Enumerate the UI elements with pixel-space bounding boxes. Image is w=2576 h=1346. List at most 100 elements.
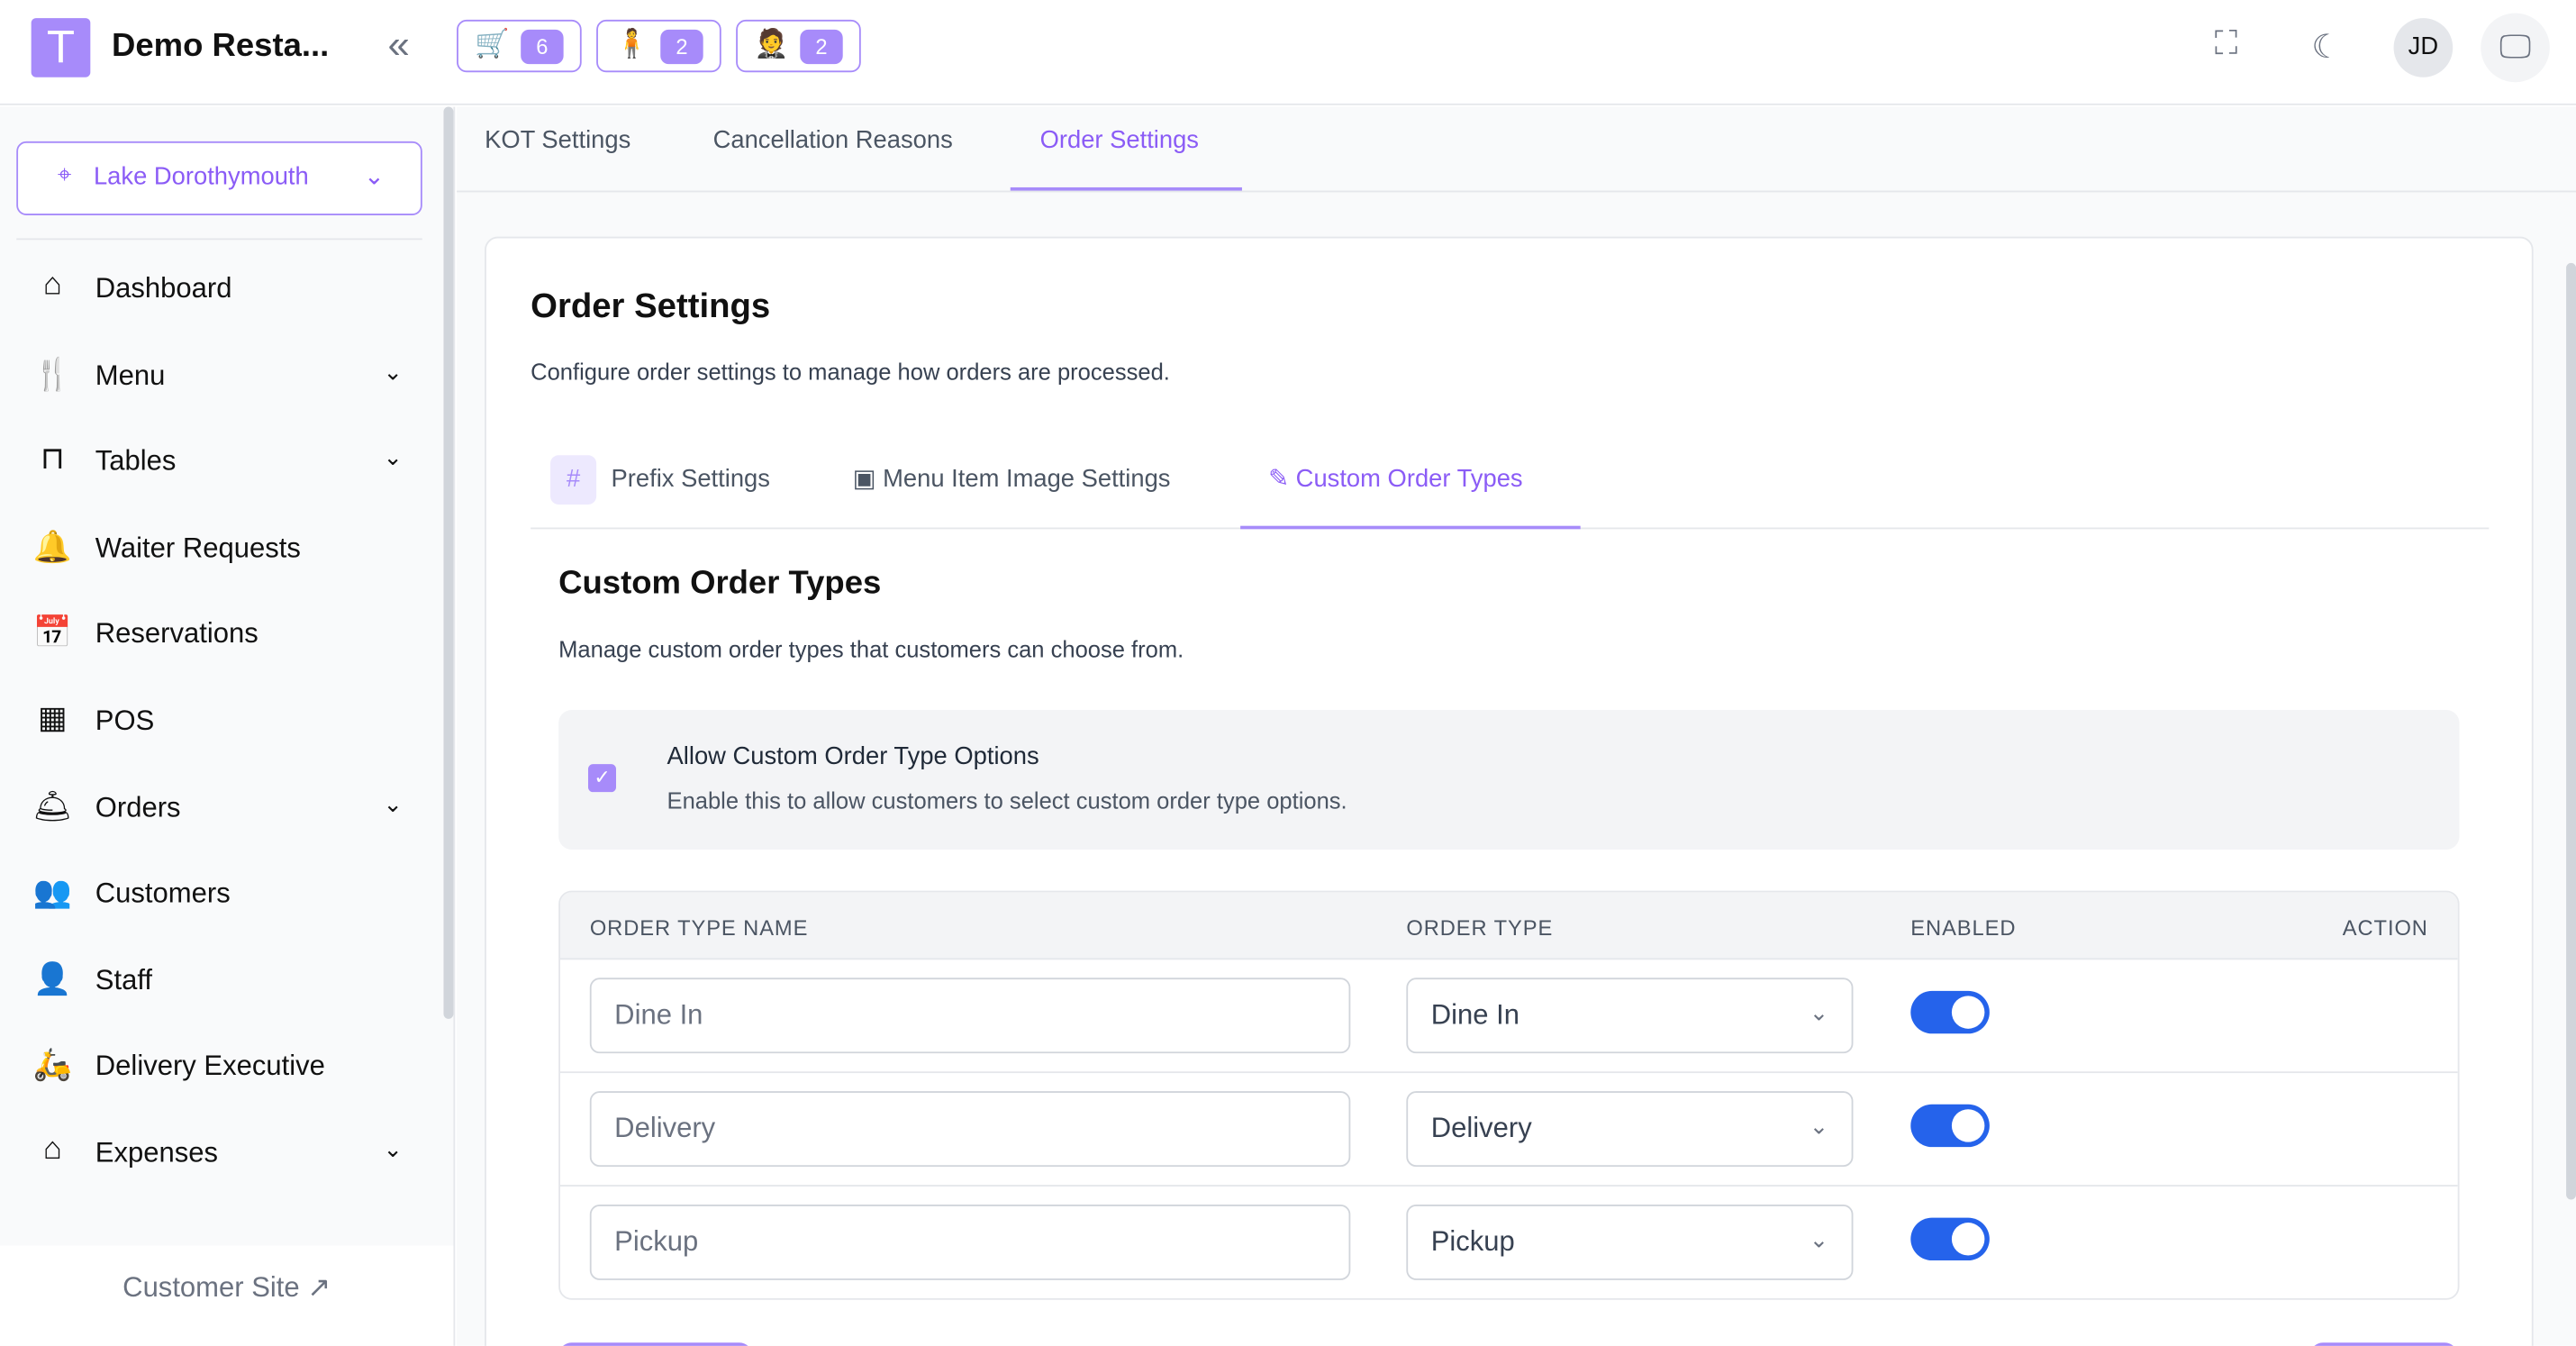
waiter-requests-button[interactable]: 🧍 2: [596, 19, 721, 73]
table-row: Dine In Dine In ⌄: [559, 959, 2458, 1074]
column-header: ORDER TYPE: [1406, 914, 1554, 941]
chevron-down-icon: ⌄: [1809, 998, 1829, 1026]
allow-checkbox[interactable]: ✓: [587, 764, 616, 793]
table-icon: ⊓: [40, 441, 65, 477]
chevron-down-icon[interactable]: ⌄: [383, 789, 403, 816]
page-subtitle: Configure order settings to manage how o…: [531, 358, 1170, 385]
order-type-name-input[interactable]: Delivery: [589, 1091, 1351, 1168]
sidebar: ⌖ Lake Dorothymouth ⌄ ⌂ Dashboard 🍴 Menu ⌄ ⊓ Tab…: [0, 106, 456, 1346]
pos-icon: ▦: [37, 701, 68, 737]
restaurant-name: Demo Resta...: [112, 28, 330, 65]
tab-border: [457, 190, 2576, 193]
bell-icon: 🔔: [32, 530, 72, 566]
order-types-table: ORDER TYPE NAME ORDER TYPE ENABLED ACTIO…: [558, 890, 2460, 1300]
column-header: ENABLED: [1910, 914, 2017, 941]
order-type-value: Pickup: [1430, 1225, 1515, 1258]
sidebar-item-customers[interactable]: 👥 Customers: [32, 869, 410, 919]
sidebar-item-label: Delivery Executive: [95, 1050, 325, 1082]
sidebar-item-orders[interactable]: 🛎 Orders ⌄: [32, 783, 410, 832]
avatar[interactable]: JD: [2393, 18, 2454, 77]
column-header: ORDER TYPE NAME: [589, 914, 809, 941]
sidebar-item-dashboard[interactable]: ⌂ Dashboard: [32, 265, 410, 314]
staff-icon: 👤: [32, 962, 72, 997]
chevron-down-icon: ⌄: [363, 162, 385, 191]
chevron-down-icon[interactable]: ⌄: [383, 357, 403, 385]
sidebar-item-label: Staff: [95, 964, 153, 996]
allow-custom-order-types: ✓ Allow Custom Order Type Options Enable…: [558, 709, 2460, 850]
cloche-icon: 🛎: [32, 789, 73, 824]
order-type-name-input[interactable]: Pickup: [589, 1204, 1351, 1280]
map-pin-icon: ⌖: [57, 160, 72, 189]
table-row: Delivery Delivery ⌄: [559, 1073, 2458, 1187]
waiter-request-icon: 🧍: [614, 28, 649, 59]
sidebar-item-reservations[interactable]: 📅 Reservations: [32, 610, 410, 659]
sidebar-item-label: Waiter Requests: [95, 532, 301, 564]
calendar-icon: 📅: [32, 616, 72, 652]
sidebar-item-label: Customers: [95, 878, 231, 910]
order-type-select[interactable]: Pickup ⌄: [1406, 1204, 1854, 1280]
subtab-custom-order-types[interactable]: ✎ Custom Order Types: [1268, 463, 1522, 493]
fullscreen-icon[interactable]: ⛶: [2214, 26, 2238, 63]
sidebar-item-pos[interactable]: ▦ POS: [32, 696, 410, 746]
sidebar-item-label: Tables: [95, 445, 177, 477]
save-button[interactable]: [2309, 1342, 2458, 1346]
sidebar-item-label: Orders: [95, 791, 181, 823]
chevron-down-icon[interactable]: ⌄: [383, 443, 403, 471]
hash-icon: #: [550, 455, 597, 505]
customer-site-link[interactable]: Customer Site ↗: [0, 1245, 454, 1346]
settings-card: Order Settings Configure order settings …: [485, 236, 2534, 1346]
sidebar-scrollbar[interactable]: [443, 106, 454, 1019]
main-content: KOT Settings Cancellation Reasons Order …: [457, 106, 2576, 1346]
expense-icon: ⌂: [42, 1132, 62, 1168]
waiter-requests-count: 2: [660, 29, 703, 65]
sidebar-item-tables[interactable]: ⊓ Tables ⌄: [32, 438, 410, 487]
location-label: Lake Dorothymouth: [93, 162, 309, 191]
sidebar-item-label: POS: [95, 705, 155, 737]
logo: T: [31, 18, 91, 77]
table-header: ORDER TYPE NAME ORDER TYPE ENABLED ACTIO…: [559, 892, 2458, 960]
sidebar-item-waiter-requests[interactable]: 🔔 Waiter Requests: [32, 523, 410, 573]
subtab-label: Custom Order Types: [1295, 465, 1523, 494]
subtab-menu-item-image-settings[interactable]: ▣ Menu Item Image Settings: [853, 463, 1171, 493]
edit-icon: ✎: [1268, 465, 1296, 494]
sidebar-item-menu[interactable]: 🍴 Menu ⌄: [32, 351, 410, 401]
scooter-icon: 🛵: [32, 1049, 72, 1084]
new-orders-button[interactable]: 🛒 6: [457, 19, 582, 73]
subtab-prefix-settings[interactable]: # Prefix Settings: [550, 455, 770, 505]
waiter-count: 2: [800, 29, 843, 65]
active-subtab-indicator: [1240, 525, 1581, 530]
tab-kot-settings[interactable]: KOT Settings: [485, 126, 631, 155]
enabled-toggle[interactable]: [1910, 1217, 1990, 1261]
users-icon: 👥: [32, 876, 72, 911]
image-icon: ▣: [852, 465, 884, 494]
add-order-type-button[interactable]: [558, 1342, 753, 1346]
column-header: ACTION: [2342, 914, 2428, 941]
allow-title: Allow Custom Order Type Options: [667, 742, 1039, 771]
tab-order-settings[interactable]: Order Settings: [1039, 126, 1200, 155]
subtab-label: Menu Item Image Settings: [883, 465, 1171, 494]
tab-cancellation-reasons[interactable]: Cancellation Reasons: [712, 126, 953, 155]
collapse-sidebar-icon[interactable]: «: [387, 23, 410, 68]
chevron-down-icon[interactable]: ⌄: [383, 1135, 403, 1162]
order-type-value: Dine In: [1430, 998, 1519, 1031]
enabled-toggle[interactable]: [1910, 990, 1990, 1034]
top-bar: T Demo Resta... « 🛒 6 🧍 2 🤵 2 ⛶ ☾ JD 🖵: [0, 0, 2576, 105]
enabled-toggle[interactable]: [1910, 1104, 1990, 1148]
order-type-select[interactable]: Delivery ⌄: [1406, 1091, 1854, 1168]
divider: [16, 238, 422, 241]
order-type-name-input[interactable]: Dine In: [589, 978, 1351, 1054]
sidebar-item-label: Dashboard: [95, 272, 232, 305]
sidebar-item-expenses[interactable]: ⌂ Expenses ⌄: [32, 1129, 410, 1178]
location-select[interactable]: ⌖ Lake Dorothymouth ⌄: [16, 141, 422, 215]
section-title: Custom Order Types: [558, 565, 882, 602]
dark-mode-icon[interactable]: ☾: [2311, 29, 2342, 66]
allow-description: Enable this to allow customers to select…: [667, 787, 1347, 814]
active-tab-indicator: [1010, 186, 1242, 191]
sidebar-item-delivery-executive[interactable]: 🛵 Delivery Executive: [32, 1042, 410, 1092]
order-type-select[interactable]: Dine In ⌄: [1406, 978, 1854, 1054]
main-scrollbar[interactable]: [2566, 262, 2576, 1200]
monitor-icon[interactable]: 🖵: [2481, 13, 2550, 83]
waiter-button[interactable]: 🤵 2: [736, 19, 861, 73]
sidebar-item-staff[interactable]: 👤 Staff: [32, 956, 410, 1005]
page-title: Order Settings: [531, 287, 771, 326]
